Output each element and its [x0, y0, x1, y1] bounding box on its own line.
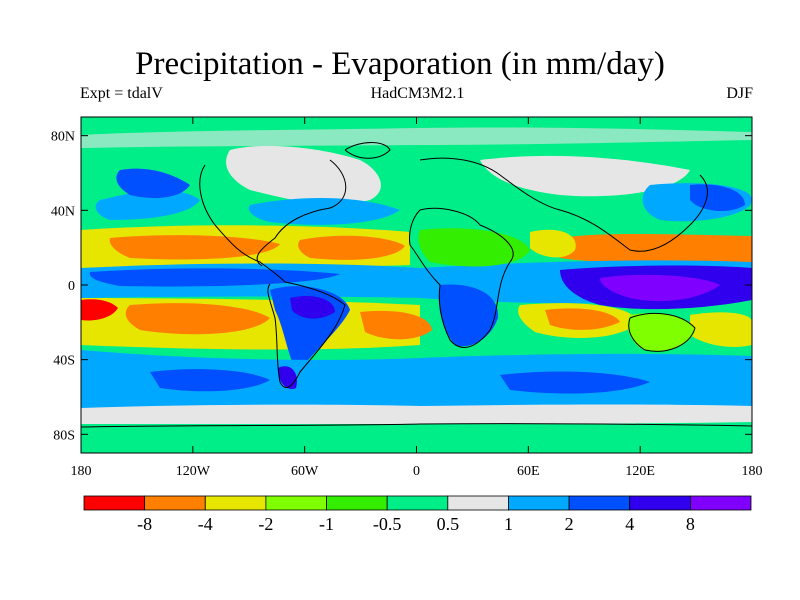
y-tick-label: 80N [51, 130, 75, 145]
x-tick-label: 60E [517, 464, 540, 479]
colorbar-swatch [447, 495, 509, 511]
coast-eurasia [419, 157, 708, 252]
colorbar-label: -4 [198, 514, 213, 534]
model-label: HadCM3M2.1 [370, 85, 465, 102]
polar-band [81, 127, 752, 148]
colorbar-swatch [265, 495, 327, 511]
map-field [81, 117, 752, 453]
colorbar-swatch [386, 495, 449, 511]
colorbar-swatch [508, 495, 570, 511]
y-tick-label: 40S [53, 354, 75, 369]
colorbar-label: 2 [565, 514, 574, 534]
nh-subtropic-dry-pac [109, 235, 280, 260]
coast-antarctica [81, 423, 752, 428]
y-tick-label: 40N [51, 204, 75, 219]
colorbar-swatch [144, 495, 206, 511]
experiment-label: Expt = tdalV [80, 85, 163, 102]
so-core-2 [500, 371, 650, 394]
sahara-neutral [418, 228, 530, 267]
coast-na-east [256, 159, 347, 267]
natl-storm-track [248, 198, 400, 225]
maritime-continent-core [600, 274, 720, 302]
x-tick-label: 0 [413, 464, 420, 479]
coast-africa [409, 207, 514, 348]
satl-dry [360, 310, 432, 340]
antarctic-ice-edge [81, 404, 752, 424]
colorbar: -8 -4 -2 -1 -0.5 0.5 1 2 4 8 [83, 495, 752, 534]
x-tick-label: 120W [176, 464, 211, 479]
sio-dry-core [545, 308, 620, 330]
colorbar-label: 1 [504, 514, 513, 534]
axis-ticks: 180 120W 60W 0 60E 120E 180 80N 40N 0 40S 80S [51, 117, 763, 479]
coast-greenland [344, 142, 391, 159]
npac-storm-core [116, 168, 190, 198]
colorbar-swatch [83, 495, 146, 511]
x-tick-label: 180 [742, 464, 763, 479]
colorbar-label: -1 [319, 514, 334, 534]
x-tick-label: 60W [291, 464, 319, 479]
south-africa-wet [438, 284, 499, 347]
colorbar-label: -0.5 [373, 514, 402, 534]
patagonia-wet [278, 366, 297, 390]
colorbar-swatch [689, 495, 752, 511]
so-core-1 [150, 369, 270, 392]
sh-dry-core [81, 299, 118, 321]
colorbar-label: -2 [258, 514, 273, 534]
colorbar-swatch [204, 495, 267, 511]
colorbar-swatch [568, 495, 631, 511]
wpac-storm-core [690, 184, 745, 212]
coast-americas-west [199, 164, 346, 388]
colorbar-label: 8 [686, 514, 695, 534]
colorbar-label: -8 [137, 514, 152, 534]
coastlines [81, 142, 752, 428]
southern-ocean-wet [81, 350, 752, 413]
sh-subtropic-dry-pac [125, 303, 271, 335]
coast-australia [628, 312, 696, 352]
y-tick-label: 0 [68, 279, 75, 294]
npac-storm-track [95, 190, 200, 220]
arctic-snow-asia [480, 155, 690, 197]
arabia-dry [530, 229, 576, 258]
colorbar-label: 0.5 [437, 514, 460, 534]
spac-east-dry [690, 312, 752, 347]
y-tick-label: 80S [53, 428, 75, 443]
colorbar-swatch [326, 495, 388, 511]
x-tick-label: 180 [71, 464, 92, 479]
colorbar-label: 4 [625, 514, 634, 534]
nh-subtropic-dry-atl [298, 235, 405, 260]
season-label: DJF [726, 85, 753, 102]
itcz-core-pac [89, 268, 340, 287]
colorbar-swatch [629, 495, 691, 511]
amazon-core [290, 295, 335, 319]
chart-title: Precipitation - Evaporation (in mm/day) [135, 46, 665, 82]
australia-dry [627, 313, 695, 352]
arctic-snow-na [226, 145, 381, 205]
x-tick-label: 120E [625, 464, 655, 479]
